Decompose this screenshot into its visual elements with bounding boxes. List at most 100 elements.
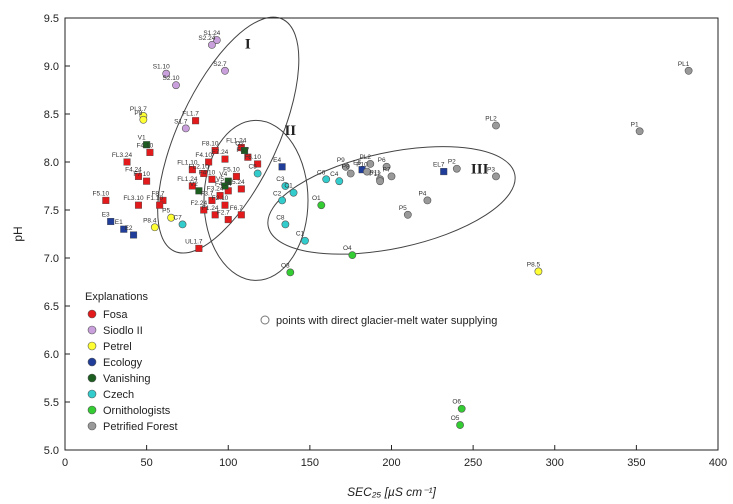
data-point [188,182,196,190]
data-point [134,172,142,180]
point-label: C2 [273,190,282,197]
x-tick-label: 350 [627,457,645,469]
point-label: P12 [369,171,381,178]
data-point [346,169,355,178]
point-label: F8.10 [202,140,219,147]
y-tick-label: 9.5 [44,13,59,25]
point-label: V1 [138,135,146,142]
point-label: F5.10 [93,190,110,197]
point-label: C7 [173,214,182,221]
y-tick-label: 6.5 [44,301,59,313]
point-label: F7.10 [133,171,150,178]
point-label: FL1.24 [226,138,247,145]
legend-marker [87,389,97,399]
point-label: P8.4 [143,217,157,224]
glacier-melt-marker [260,315,270,325]
legend-marker [87,309,97,319]
data-point [200,170,208,178]
data-point [143,177,151,185]
data-point [181,124,190,133]
point-label: FL3.24 [112,152,133,159]
data-point [146,148,154,156]
data-point [278,196,287,205]
data-point [107,218,115,226]
data-point [211,211,219,219]
point-label: C5 [248,164,257,171]
y-tick-label: 9.0 [44,61,59,73]
data-point [102,196,110,204]
point-label: F4.10 [195,152,212,159]
point-label: C8 [276,214,285,221]
y-tick-label: 7.5 [44,205,59,217]
data-point [278,163,286,171]
legend-label: Petrel [103,341,132,353]
legend-label: Ornithologists [103,405,171,417]
data-point [211,146,219,154]
data-point [134,201,142,209]
data-point [335,177,344,186]
point-label: O5 [451,415,460,422]
point-label: P5 [399,205,407,212]
data-point [208,175,216,183]
y-tick-label: 8.5 [44,109,59,121]
point-label: S1.10 [153,64,170,71]
data-point [363,167,371,176]
data-point [221,201,229,209]
legend-label: Petrified Forest [103,421,178,433]
data-point [254,160,262,168]
point-label: C1 [296,231,305,238]
data-point [376,177,384,186]
data-point [232,172,240,180]
y-tick-label: 5.5 [44,397,59,409]
x-tick-label: 150 [301,457,319,469]
data-point [423,196,432,205]
point-label: PL2 [359,154,371,161]
data-point [178,220,187,229]
data-point [195,244,203,252]
data-point [212,36,221,44]
point-label: C4 [330,171,339,178]
point-label: F3.24 [207,186,224,193]
y-tick-label: 8.0 [44,157,59,169]
group-ellipses [157,16,516,281]
point-label: S2.7 [213,61,227,68]
point-label: P1 [631,121,639,128]
data-point [341,162,350,171]
point-label: F2.7 [217,210,230,217]
data-point [241,146,249,154]
data-point [317,201,326,210]
point-label: F1.10 [146,195,163,202]
axes: 0 50 100 150 200 250 300 350 400 5.0 5.5 6.0 6.5 7.0 7… [11,13,727,499]
legend-label: Fosa [103,309,128,321]
x-tick-label: 400 [709,457,727,469]
point-label: UL1.7 [185,238,203,245]
data-point [216,192,224,200]
data-point [492,172,500,181]
point-label: E2 [125,225,133,232]
data-point [348,251,357,260]
point-label: V4 [219,171,227,178]
data-point [281,182,290,190]
point-label: V5 [216,176,224,183]
data-point [635,127,644,136]
data-point [387,172,396,181]
point-label: P8 [134,110,142,117]
group-label: III [471,162,489,178]
point-label: C3 [276,176,285,183]
data-point [205,158,213,166]
point-label: S2.10 [163,75,180,82]
point-label: F2.24 [190,200,207,207]
data-point [221,66,229,75]
data-point [237,185,245,193]
data-point [195,187,203,195]
point-label: F2.10 [212,195,229,202]
legend-marker [87,373,97,383]
point-label: P8 [342,164,350,171]
point-label: O1 [312,195,321,202]
point-label: PL3.7 [130,106,147,113]
data-point [457,404,466,413]
x-axis-title: SEC₂₅ [µS cm⁻¹] [347,485,436,499]
data-point [167,213,176,222]
data-point [403,210,412,219]
data-point [156,201,164,209]
